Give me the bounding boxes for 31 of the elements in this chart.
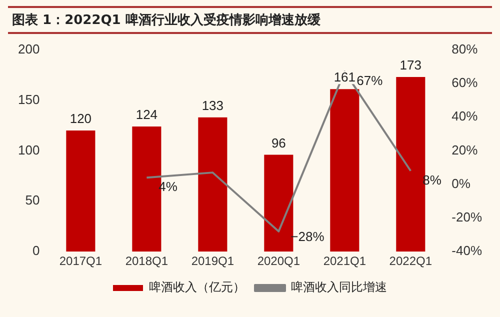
data-label: 67% <box>356 73 384 88</box>
y2-tick-label: 40% <box>452 108 478 124</box>
data-label: 133 <box>202 98 224 113</box>
y2-tick-label: 0% <box>452 176 471 191</box>
y2-tick-label: 60% <box>452 75 478 90</box>
y-tick-label: 0 <box>32 243 40 258</box>
bar <box>66 130 96 252</box>
y2-tick-label: -40% <box>452 243 482 258</box>
x-tick-label: 2018Q1 <box>125 254 168 268</box>
x-tick-label: 2019Q1 <box>191 254 234 268</box>
x-tick-label: 2017Q1 <box>59 254 102 268</box>
legend-label: 啤酒收入（亿元） <box>149 280 245 294</box>
y-tick-label: 50 <box>25 192 40 208</box>
data-label: 120 <box>70 111 92 126</box>
y2-tick-label: 20% <box>452 142 478 158</box>
y2-tick-label: 80% <box>452 41 478 56</box>
x-tick-label: 2020Q1 <box>257 254 300 268</box>
y2-tick-label: -20% <box>452 210 482 225</box>
data-label: 124 <box>136 107 158 122</box>
data-label: 173 <box>400 58 422 73</box>
bar <box>330 89 360 252</box>
legend-label: 啤酒收入同比增速 <box>291 280 387 294</box>
y-tick-label: 100 <box>18 142 40 158</box>
data-label: 96 <box>271 135 286 150</box>
bar <box>198 117 228 252</box>
x-tick-label: 2021Q1 <box>323 254 366 268</box>
y-tick-label: 150 <box>18 92 40 107</box>
y-tick-label: 200 <box>18 41 40 56</box>
data-label: 161 <box>334 70 356 85</box>
chart-title: 图表 1：2022Q1 啤酒行业收入受疫情影响增速放缓 <box>8 6 492 34</box>
x-tick-label: 2022Q1 <box>389 254 432 268</box>
